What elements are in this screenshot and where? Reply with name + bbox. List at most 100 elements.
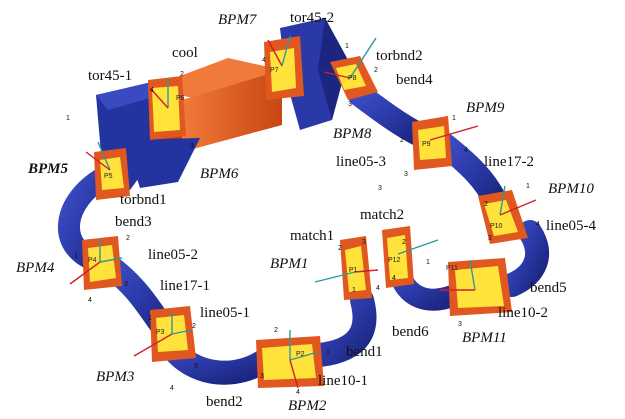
pipe-bend1 [308,288,377,367]
pipe-bend5 [500,220,550,297]
port-num: 1 [452,115,456,122]
label-line17-1: line17-1 [160,278,210,294]
port-num: 2 [192,323,196,330]
probe-p11: P11 [446,265,458,272]
port-num: 2 [400,137,404,144]
label-bpm5: BPM5 [27,161,69,177]
port-num: 4 [536,221,540,228]
port-num: 2 [338,245,342,252]
magnet-block-p9 [412,116,452,170]
magnet-block-p1 [340,236,372,300]
tor45-1-wedge-face [96,82,152,110]
port-num: 1 [148,315,152,322]
port-num: 4 [392,275,396,282]
probe-p2: P2 [296,351,305,358]
port-num: 3 [190,143,194,150]
label-torbnd1: torbnd1 [120,192,167,208]
label-match1: match1 [290,228,334,244]
label-bend3: bend3 [115,214,152,230]
probe-p4: P4 [88,257,97,264]
port-num: 3 [124,281,128,288]
probe-p5: P5 [104,173,113,180]
port-num: 4 [88,297,92,304]
port-num: 3 [488,235,492,242]
probe-p7: P7 [270,67,279,74]
label-bpm3: BPM3 [96,369,134,385]
cool-box-front [182,70,282,152]
port-num: 4 [376,285,380,292]
port-num: 1 [326,349,330,356]
label-tor45-2: tor45-2 [290,10,334,26]
port-num: 2 [180,71,184,78]
label-line17-2: line17-2 [484,154,534,170]
label-tor45-1: tor45-1 [88,68,132,84]
magnet-block-p10 [478,190,528,244]
label-bend1: bend1 [346,344,383,360]
tor45-2-wedge-face [318,18,348,120]
probe-tags: P1 P2 P3 P4 P5 P6 P7 P8 P9 P10 P11 P12 [88,67,503,358]
magnet-block-p5 [94,148,130,200]
port-num: 3 [194,363,198,370]
label-cool: cool [172,45,198,61]
port-num: 3 [348,101,352,108]
port-num: 1 [345,43,349,50]
port-num: 4 [464,147,468,154]
label-bpm1: BPM1 [270,256,308,272]
label-bend6: bend6 [392,324,429,340]
label-bpm7: BPM7 [218,12,258,28]
magnet-block-p4 [82,236,122,290]
probe-p9: P9 [422,141,431,148]
label-line10-1: line10-1 [318,373,368,389]
label-line05-4: line05-4 [546,218,596,234]
port-num: 3 [458,321,462,328]
port-num: 2 [274,327,278,334]
probe-p6: P6 [176,95,185,102]
probe-p8: P8 [348,75,357,82]
magnet-block-p6 [148,76,186,140]
magnet-block-p11 [448,258,512,316]
port-num: 1 [352,287,356,294]
label-line05-3: line05-3 [336,154,386,170]
port-num: 1 [74,253,78,260]
label-bend5: bend5 [530,280,567,296]
port-num: 4 [262,57,266,64]
port-num: 3 [260,373,264,380]
probe-p3: P3 [156,329,165,336]
label-line05-1: line05-1 [200,305,250,321]
port-num: 1 [426,259,430,266]
label-line10-2: line10-2 [498,305,548,321]
port-num: 1 [526,183,530,190]
label-bpm9: BPM9 [466,100,505,116]
port-num: 2 [126,235,130,242]
bpm6-wedge [125,138,200,188]
probe-p1: P1 [349,267,358,274]
port-num: 4 [150,87,154,94]
label-bpm11: BPM11 [462,330,507,346]
label-bpm10: BPM10 [548,181,594,197]
port-num: 2 [402,239,406,246]
port-num: 3 [362,239,366,246]
label-bend2: bend2 [206,394,243,410]
port-num: 2 [484,201,488,208]
port-num: 3 [404,171,408,178]
port-num: 2 [374,67,378,74]
probe-p10: P10 [490,223,503,230]
label-match2: match2 [360,207,404,223]
port-num: 4 [296,389,300,396]
label-bpm2: BPM2 [288,398,327,414]
label-bend4: bend4 [396,72,433,88]
label-line05-2: line05-2 [148,247,198,263]
port-num: 3 [378,185,382,192]
axis-triads [69,35,537,389]
port-num: 4 [170,385,174,392]
port-numbers: 1 2 3 4 1 2 3 4 1 2 3 4 1 2 3 4 1 2 3 4 … [66,43,540,396]
probe-p12: P12 [388,257,401,264]
label-bpm6: BPM6 [200,166,239,182]
label-bpm4: BPM4 [16,260,55,276]
port-num: 1 [66,115,70,122]
magnet-block-p12 [382,226,414,288]
label-torbnd2: torbnd2 [376,48,423,64]
label-bpm8: BPM8 [333,126,372,142]
